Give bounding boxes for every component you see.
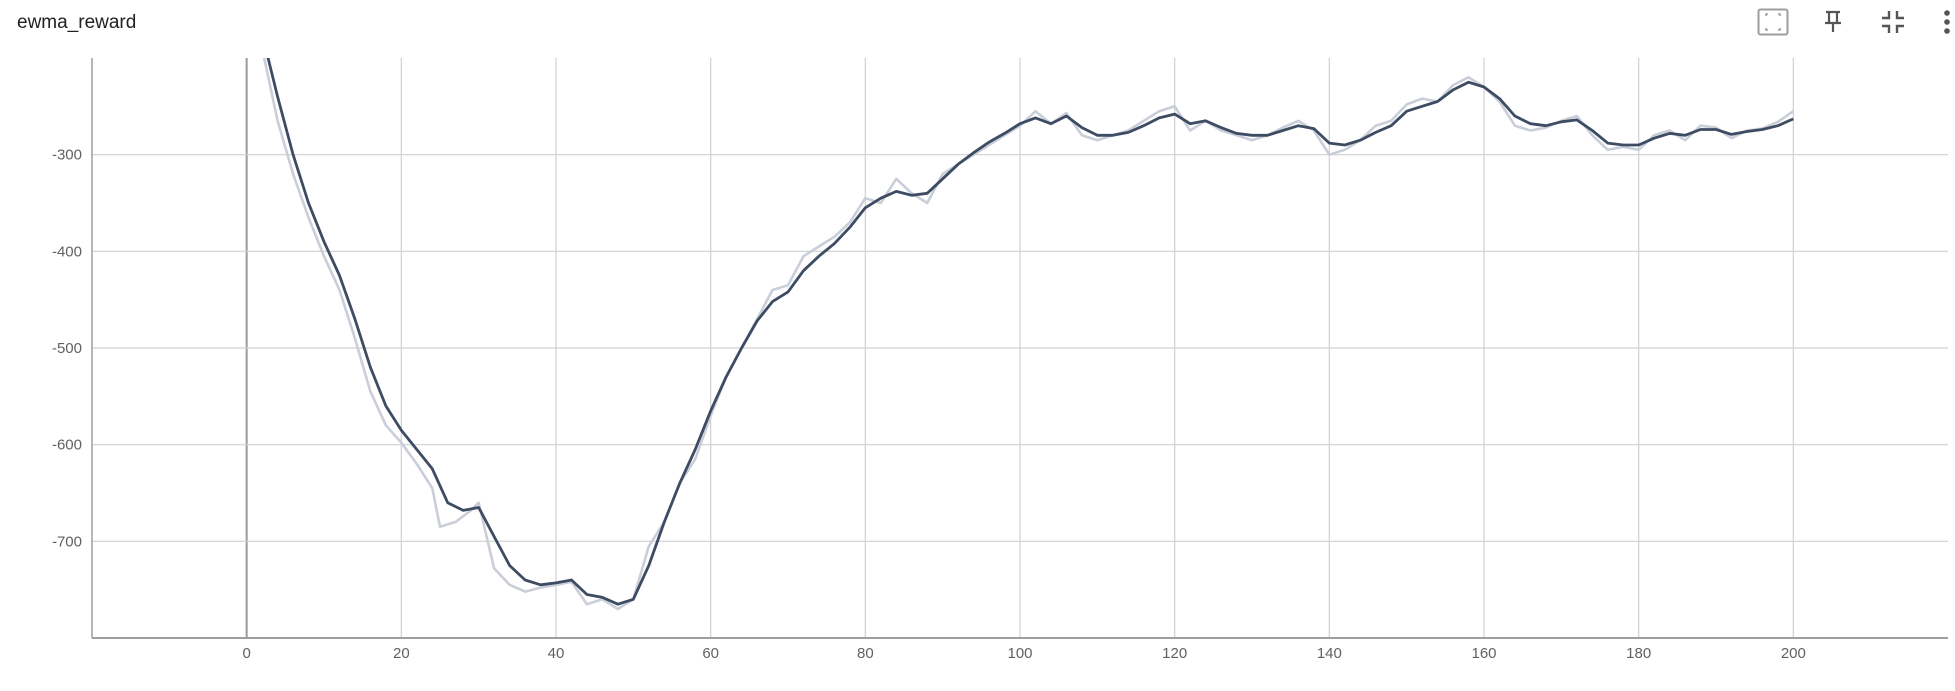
card-toolbar [1735,8,1955,40]
pin-icon [1823,10,1843,39]
y-tick-label: -400 [52,243,82,260]
smoothed-series-line [266,58,1794,606]
chart-axes [91,58,1948,639]
collapse-button[interactable] [1877,8,1909,40]
chart-series [262,58,1795,611]
more-vert-icon [1942,9,1952,40]
y-tick-label: -700 [52,533,82,550]
fit-domain-button[interactable] [1757,8,1789,40]
collapse-icon [1880,9,1906,40]
y-tick-label: -300 [52,147,82,164]
x-tick-label: 0 [242,645,250,662]
chart-grid [92,58,1948,638]
x-tick-label: 140 [1317,645,1342,662]
x-tick-label: 120 [1162,645,1187,662]
pin-button[interactable] [1817,8,1849,40]
x-tick-label: 200 [1781,645,1806,662]
x-tick-label: 80 [857,645,874,662]
chart-title: ewma_reward [17,12,137,33]
x-tick-label: 100 [1007,645,1032,662]
y-tick-label: -600 [52,437,82,454]
x-tick-label: 180 [1626,645,1651,662]
x-tick-label: 60 [702,645,719,662]
chart-tick-labels: 0 20 40 60 80 100 120 140 160 180 200 -300 -400 -500 -… [52,147,1806,662]
x-tick-label: 20 [393,645,410,662]
x-tick-label: 160 [1471,645,1496,662]
more-options-button[interactable] [1931,8,1955,40]
raw-series-line [262,58,1795,611]
fit-domain-icon [1757,8,1789,41]
x-tick-label: 40 [548,645,565,662]
y-tick-label: -500 [52,340,82,357]
